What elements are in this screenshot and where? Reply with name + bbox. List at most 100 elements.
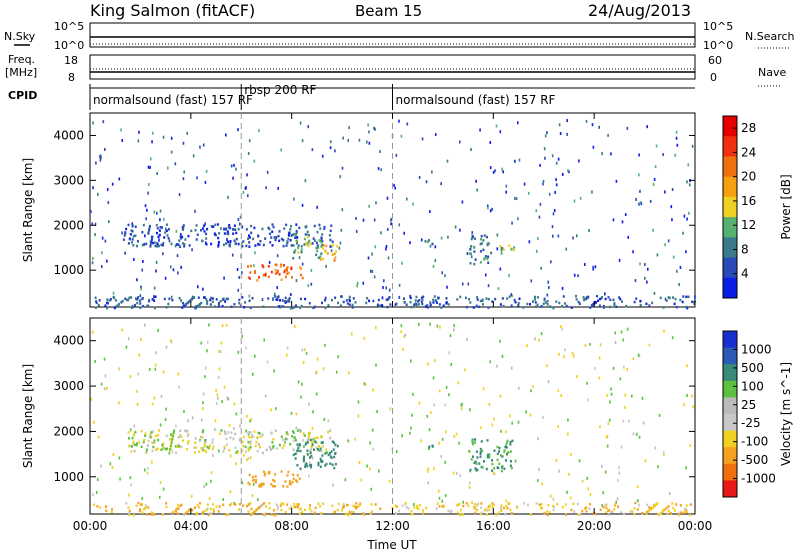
scatter-point [312, 410, 314, 414]
y-axis-label: Slant Range [km] [21, 364, 35, 468]
echo-cell [352, 504, 355, 508]
scatter-point [153, 286, 156, 290]
echo-cell [206, 302, 209, 305]
echo-cell [381, 304, 384, 307]
scatter-point [686, 217, 688, 221]
echo-cell [316, 230, 319, 234]
echo-cell [548, 511, 551, 514]
scatter-point [499, 130, 502, 134]
scatter-point [430, 410, 432, 414]
echo-cell [304, 233, 307, 236]
colorbar-swatch [723, 380, 737, 398]
echo-cell [488, 504, 491, 507]
echo-cell [287, 237, 290, 241]
nave-bottom-tick: 0 [710, 71, 717, 84]
echo-cell [500, 504, 503, 507]
echo-cell [97, 303, 100, 307]
echo-cell [274, 473, 277, 476]
scatter-point [609, 400, 611, 404]
echo-cell [649, 508, 652, 511]
scatter-point [270, 408, 272, 412]
scatter-point [321, 154, 324, 158]
echo-cell [110, 510, 113, 514]
echo-cell [488, 508, 491, 512]
echo-cell [433, 295, 436, 298]
echo-cell [194, 228, 197, 232]
echo-cell [549, 305, 552, 309]
echo-cell [247, 481, 250, 485]
scatter-point [542, 179, 545, 183]
scatter-point [215, 402, 218, 406]
scatter-point [246, 458, 248, 462]
scatter-point [284, 440, 286, 444]
scatter-point [246, 173, 248, 177]
scatter-point [462, 500, 464, 504]
echo-cell [248, 277, 251, 280]
echo-cell [225, 437, 228, 441]
echo-cell [225, 227, 228, 231]
echo-cell [304, 508, 307, 512]
echo-cell [476, 298, 479, 301]
echo-cell [586, 295, 589, 299]
scatter-point [273, 292, 276, 296]
echo-cell [356, 506, 359, 509]
scatter-point [205, 169, 208, 173]
scatter-point [337, 355, 340, 359]
scatter-point [295, 279, 298, 283]
scatter-point [484, 273, 487, 277]
echo-cell [321, 441, 324, 444]
echo-cell [223, 232, 226, 235]
echo-cell [296, 239, 299, 243]
scatter-point [672, 255, 675, 259]
echo-cell [249, 440, 252, 443]
colorbar-swatch [723, 430, 737, 448]
echo-cell [473, 262, 476, 266]
echo-cell [319, 505, 322, 508]
echo-cell [185, 511, 188, 514]
echo-cell [184, 430, 187, 433]
scatter-point [104, 374, 107, 378]
scatter-point [501, 354, 504, 358]
scatter-point [432, 376, 435, 380]
echo-cell [265, 505, 268, 508]
echo-cell [667, 504, 670, 508]
scatter-point [102, 120, 105, 124]
scatter-point [658, 413, 661, 417]
scatter-point [390, 218, 393, 222]
echo-cell [504, 512, 507, 516]
echo-cell [395, 505, 398, 508]
echo-cell [506, 452, 509, 456]
echo-cell [581, 509, 584, 513]
nave-top-tick: 60 [708, 54, 722, 67]
echo-cell [479, 512, 482, 516]
echo-cell [242, 444, 245, 448]
echo-cell [481, 303, 484, 306]
echo-cell [639, 303, 642, 307]
echo-cell [302, 432, 305, 435]
echo-cell [500, 469, 503, 473]
scatter-point [290, 293, 292, 297]
echo-cell [629, 510, 632, 513]
scatter-point [606, 435, 609, 439]
scatter-point [479, 426, 482, 430]
scatter-point [155, 351, 157, 355]
echo-cell [166, 447, 169, 451]
scatter-point [280, 148, 282, 152]
echo-cell [257, 243, 260, 246]
echo-cell [420, 296, 423, 300]
scatter-point [341, 166, 344, 170]
echo-cell [158, 244, 161, 248]
echo-cell [342, 502, 345, 506]
echo-cell [299, 507, 302, 510]
echo-cell [196, 504, 199, 507]
echo-cell [104, 505, 107, 508]
echo-cell [268, 445, 271, 449]
echo-cell [200, 229, 203, 232]
echo-cell [538, 503, 541, 506]
scatter-point [649, 199, 652, 203]
echo-cell [198, 450, 201, 454]
echo-cell [297, 505, 300, 509]
echo-cell [147, 231, 150, 234]
echo-cell [620, 300, 623, 303]
scatter-point [329, 140, 332, 144]
